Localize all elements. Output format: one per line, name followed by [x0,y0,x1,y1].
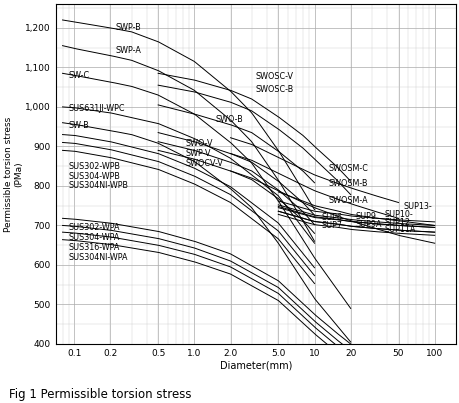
Text: SUS302-WPA: SUS302-WPA [68,223,120,232]
Text: SUP6: SUP6 [321,213,342,222]
Text: SUP9A: SUP9A [355,220,381,229]
Text: SWO-B: SWO-B [215,115,243,124]
Text: SUS304-WPB: SUS304-WPB [68,172,120,181]
Text: SUP10-: SUP10- [383,210,412,219]
Text: SUS304NI-WPB: SUS304NI-WPB [68,181,129,191]
Text: SWOCV-V: SWOCV-V [185,159,223,168]
Text: SUS631JI-WPC: SUS631JI-WPC [68,104,125,113]
Text: SWP-B: SWP-B [115,23,141,31]
Text: SWOSM-B: SWOSM-B [327,179,367,189]
Text: Fig 1 Permissible torsion stress: Fig 1 Permissible torsion stress [9,388,191,401]
X-axis label: Diameter(mm): Diameter(mm) [219,361,291,371]
Text: SW-B: SW-B [68,121,89,130]
Text: SUS316-WPA: SUS316-WPA [68,243,120,252]
Text: SUS304NI-WPA: SUS304NI-WPA [68,253,128,262]
Text: SUS304-WPA: SUS304-WPA [68,233,120,242]
Text: SWP-A: SWP-A [115,46,141,55]
Text: SWOSC-B: SWOSC-B [254,85,293,94]
Text: SUP12: SUP12 [383,218,409,227]
Text: SW-C: SW-C [68,71,90,80]
Text: SWOSM-C: SWOSM-C [327,164,367,172]
Text: SUP7: SUP7 [321,221,342,230]
Y-axis label: Permissible torsion stress
(PMa): Permissible torsion stress (PMa) [4,116,23,232]
Text: SWO-V: SWO-V [185,139,213,148]
Text: SWOSM-A: SWOSM-A [327,196,367,206]
Text: SUP11A: SUP11A [383,225,414,234]
Text: SUS302-WPB: SUS302-WPB [68,162,120,171]
Text: SWP-V: SWP-V [185,149,211,158]
Text: SWOSC-V: SWOSC-V [254,72,292,81]
Text: SUP13-: SUP13- [403,202,431,211]
Text: SUP9: SUP9 [355,212,376,221]
